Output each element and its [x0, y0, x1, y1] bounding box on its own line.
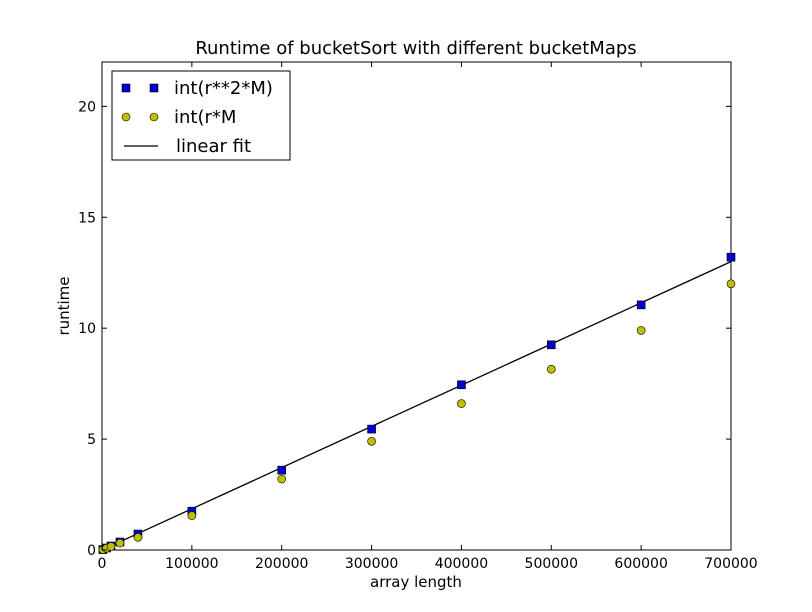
fit-line: [101, 261, 732, 551]
circle-point: [636, 326, 646, 335]
y-tick-label: 10: [78, 321, 96, 337]
x-tick-label: 600000: [614, 556, 667, 572]
circle-point: [277, 474, 287, 484]
legend-label: linear fit: [176, 136, 251, 157]
y-tick-label: 20: [78, 99, 96, 115]
y-tick-label: 0: [87, 543, 96, 559]
legend-box: [111, 70, 291, 161]
x-tick-label: 100000: [165, 556, 218, 572]
square-point: [726, 252, 736, 262]
circle-point: [726, 279, 736, 289]
square-point: [457, 380, 466, 390]
chart-title: Runtime of bucketSort with different buc…: [195, 38, 636, 59]
legend-square-marker: [149, 83, 159, 93]
y-axis-label: runtime: [55, 276, 73, 335]
square-point: [277, 465, 287, 475]
x-tick-label: 0: [98, 556, 107, 572]
circle-point: [546, 364, 556, 374]
x-tick-label: 500000: [525, 556, 578, 572]
legend-label: int(r**2*M): [174, 78, 273, 99]
circle-point: [187, 511, 197, 520]
circle-point: [457, 399, 466, 408]
legend: int(r**2*M) int(r*M linear fit: [111, 70, 291, 161]
y-tick-label: 15: [78, 210, 96, 226]
circle-point: [133, 533, 143, 542]
legend-circle-marker: [149, 112, 159, 122]
x-tick-label: 700000: [704, 556, 757, 572]
circle-point: [106, 542, 116, 551]
x-tick-label: 400000: [435, 556, 488, 572]
x-tick-label: 300000: [345, 556, 398, 572]
legend-label: int(r*M: [174, 107, 236, 128]
square-point: [367, 424, 376, 434]
square-point: [546, 340, 556, 350]
legend-circle-marker: [121, 112, 131, 122]
axis-ticks: 0 100000 200000 300000 400000 500000 600000 700…: [78, 62, 758, 572]
x-axis-label: array length: [370, 573, 462, 591]
legend-square-marker: [121, 83, 131, 93]
x-tick-label: 200000: [255, 556, 308, 572]
circle-point: [115, 538, 125, 548]
circle-point: [367, 437, 376, 446]
y-tick-label: 5: [87, 432, 96, 448]
square-point: [636, 300, 646, 310]
